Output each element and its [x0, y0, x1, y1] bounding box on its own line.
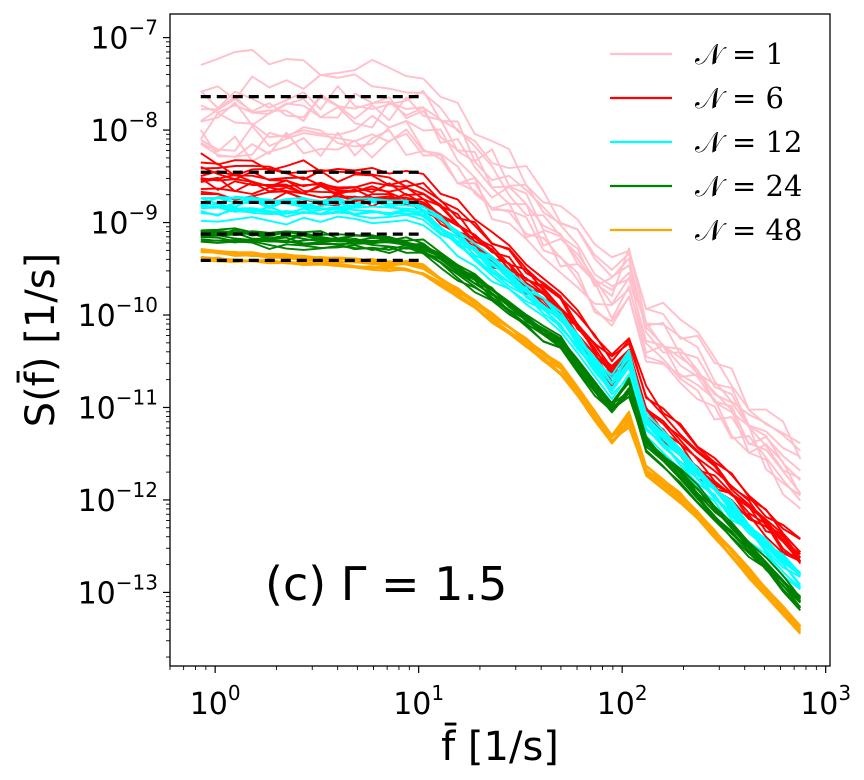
x-axis-label: f̄ [1/s] [441, 722, 559, 770]
curve-series-4 [200, 230, 801, 602]
curve-series-5 [200, 248, 802, 627]
curve-series-4 [200, 236, 801, 604]
plot-frame [169, 13, 831, 667]
curve-series-3 [200, 215, 801, 590]
x-tick-label: 101 [393, 681, 444, 722]
curve-series-5 [200, 256, 801, 633]
x-tick-label: 102 [597, 681, 648, 722]
legend-label-1: 𝒩 = 1 [695, 37, 784, 71]
curve-series-2 [200, 166, 801, 553]
curve-series-4 [200, 230, 801, 599]
curve-series-2 [200, 176, 802, 562]
legend: 𝒩 = 1 𝒩 = 6 𝒩 = 12 𝒩 = 24 𝒩 = 48 [610, 37, 802, 247]
y-axis-label: S(f̄) [1/s] [16, 253, 64, 427]
curve-series-3 [200, 201, 801, 575]
curve-series-1 [200, 73, 801, 445]
curve-series-4 [200, 231, 801, 600]
curve-series-3 [200, 196, 802, 577]
curve-series-1 [200, 48, 802, 460]
legend-label-2: 𝒩 = 6 [695, 81, 784, 115]
y-tick-label: 10−10 [78, 293, 158, 334]
curve-series-4 [200, 239, 802, 608]
curve-series-1 [200, 120, 802, 496]
y-tick-label: 10−12 [78, 478, 158, 519]
y-tick-label: 10−11 [78, 385, 158, 426]
reference-lines [200, 95, 419, 262]
data-curves [200, 48, 802, 635]
curve-series-1 [200, 93, 801, 481]
curve-series-3 [200, 205, 801, 578]
y-tick-label: 10−13 [78, 570, 158, 611]
curve-series-3 [200, 195, 802, 577]
legend-label-4: 𝒩 = 24 [695, 169, 802, 203]
x-tick-label: 103 [800, 681, 851, 722]
curve-series-1 [200, 96, 801, 480]
axis-ticks: 100 101 102 103 10−7 10−8 10−9 10−10 10−11 10−12 1… [78, 16, 852, 722]
curve-series-2 [200, 152, 801, 541]
y-tick-label: 10−9 [90, 201, 158, 242]
curve-series-1 [200, 92, 801, 452]
curve-series-1 [200, 131, 802, 494]
curve-series-1 [200, 129, 801, 510]
x-tick-label: 100 [190, 681, 241, 722]
curve-series-4 [200, 230, 802, 603]
legend-label-5: 𝒩 = 48 [695, 213, 802, 247]
curve-series-1 [200, 100, 801, 497]
panel-annotation: (c) Γ = 1.5 [265, 557, 507, 611]
legend-label-3: 𝒩 = 12 [695, 125, 802, 159]
curve-series-4 [200, 234, 801, 602]
y-tick-label: 10−7 [90, 16, 158, 57]
curve-series-3 [200, 208, 801, 589]
y-tick-label: 10−8 [90, 108, 158, 149]
